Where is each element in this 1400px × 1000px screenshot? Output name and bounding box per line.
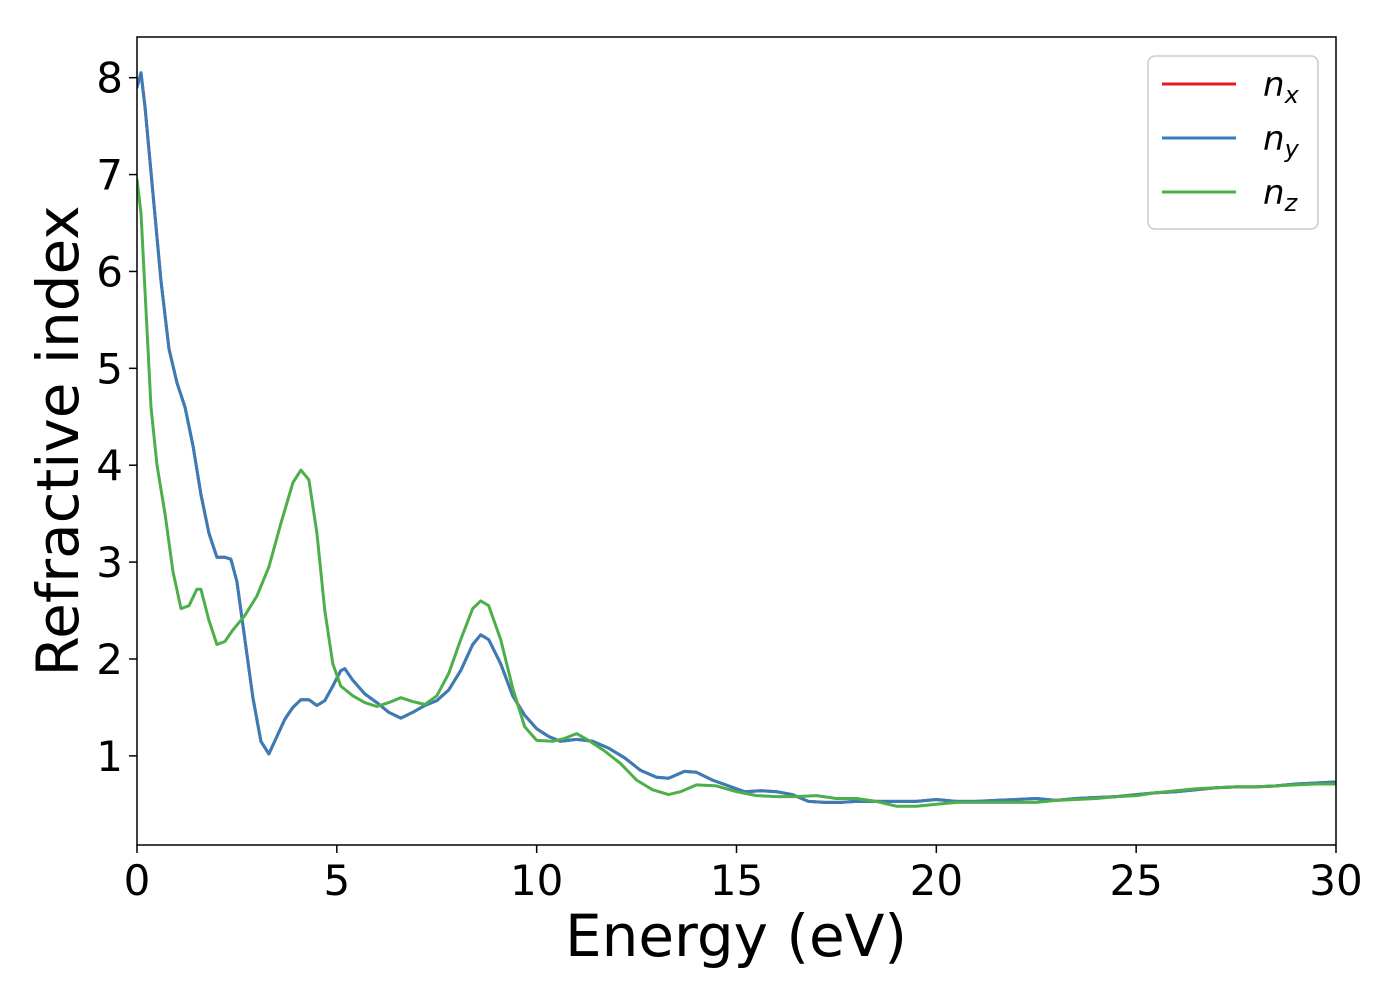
y-tick-label: 6 — [96, 247, 123, 296]
legend-frame — [1147, 55, 1319, 230]
series-line-ny — [137, 71, 1336, 804]
y-tick-label: 2 — [96, 635, 123, 684]
y-tick-label: 8 — [96, 54, 123, 103]
legend-label-ny: ny — [1263, 119, 1300, 163]
y-axis-title: Refractive index — [24, 205, 92, 676]
y-tick-label: 1 — [96, 732, 123, 781]
x-tick-label: 15 — [710, 856, 763, 905]
x-tick-label: 25 — [1109, 856, 1162, 905]
x-tick-label: 0 — [124, 856, 151, 905]
legend-label-nx: nx — [1263, 65, 1300, 109]
legend: nx ny nz — [1147, 55, 1319, 230]
y-tick-label: 5 — [96, 344, 123, 393]
x-tick-label: 10 — [510, 856, 563, 905]
y-tick-label: 3 — [96, 538, 123, 587]
x-tick-label: 20 — [910, 856, 963, 905]
series-layer — [137, 71, 1336, 808]
y-tick-label: 4 — [96, 441, 123, 490]
legend-label-nz: nz — [1263, 173, 1299, 217]
y-tick-label: 7 — [96, 151, 123, 200]
series-line-nz — [137, 177, 1336, 808]
x-axis-ticks: 0 5 10 15 20 25 30 — [124, 845, 1363, 905]
x-tick-label: 5 — [323, 856, 350, 905]
x-axis-title: Energy (eV) — [565, 902, 907, 970]
y-axis-ticks: 1 2 3 4 5 6 7 8 — [96, 54, 137, 781]
x-tick-label: 30 — [1309, 856, 1362, 905]
